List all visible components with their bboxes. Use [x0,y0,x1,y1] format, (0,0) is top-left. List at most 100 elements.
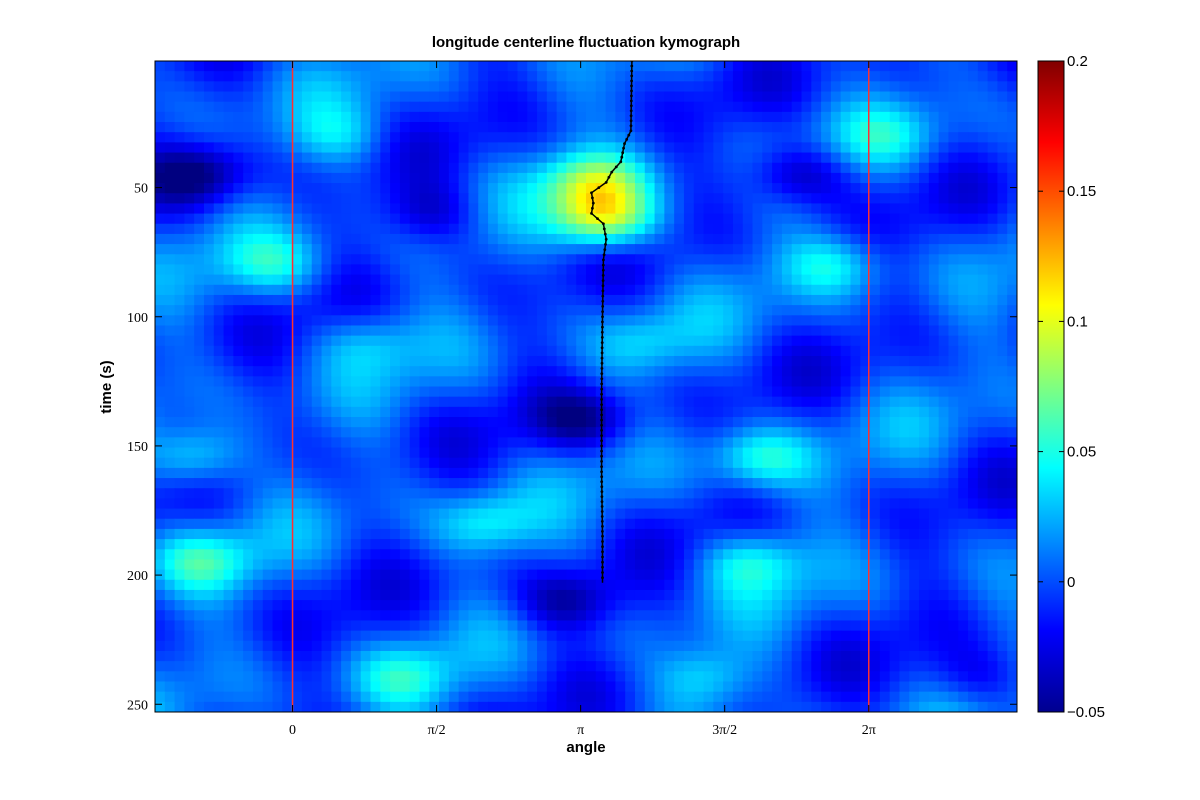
heatmap-cell [811,345,822,357]
heatmap-cell [674,447,685,459]
heatmap-cell [772,345,783,357]
heatmap-cell [203,417,215,428]
heatmap-cell [586,549,597,561]
heatmap-cell [889,355,901,367]
heatmap-cell [360,172,372,184]
heatmap-cell [723,600,734,611]
heatmap-cell [350,162,362,174]
heatmap-cell [703,406,714,418]
heatmap-cell [184,589,195,601]
heatmap-cell [654,396,665,408]
heatmap-cell [390,142,401,154]
heatmap-cell [713,91,724,103]
heatmap-cell [458,610,470,622]
heatmap-cell [233,101,244,113]
heatmap-cell [801,518,812,530]
heatmap-cell [840,61,852,72]
heatmap-cell [860,142,871,154]
heatmap-cell [164,498,176,510]
heatmap-cell [380,193,391,204]
heatmap-cell [380,213,391,225]
heatmap-cell [634,396,646,408]
heatmap-cell [958,325,969,337]
heatmap-cell [399,203,411,215]
heatmap-cell [350,355,362,367]
heatmap-cell [762,569,773,581]
heatmap-cell [928,549,940,561]
heatmap-cell [781,345,793,357]
heatmap-cell [478,254,489,266]
heatmap-cell [399,274,411,286]
heatmap-cell [732,579,744,591]
heatmap-cell [507,620,519,632]
heatmap-cell [909,81,920,93]
heatmap-cell [537,111,548,123]
heatmap-cell [732,518,744,530]
heatmap-cell [693,244,705,255]
heatmap-cell [899,101,910,113]
heatmap-cell [958,376,969,388]
heatmap-cell [664,81,675,93]
heatmap-cell [448,355,460,367]
heatmap-cell [811,172,822,184]
heatmap-cell [762,417,773,428]
heatmap-cell [380,244,391,255]
heatmap-cell [664,406,675,418]
heatmap-cell [546,345,558,357]
heatmap-cell [507,396,519,408]
heatmap-cell [595,152,607,164]
heatmap-cell [605,101,616,113]
heatmap-cell [380,203,391,215]
heatmap-cell [997,274,1008,286]
heatmap-cell [488,518,499,530]
heatmap-cell [948,508,959,520]
heatmap-cell [683,345,695,357]
heatmap-cell [870,61,881,72]
heatmap-cell [860,172,871,184]
heatmap-cell [223,244,234,255]
heatmap-cell [321,366,332,377]
heatmap-cell [517,620,528,632]
heatmap-cell [546,488,558,499]
heatmap-cell [341,630,352,642]
heatmap-cell [174,488,185,499]
heatmap-cell [546,254,558,266]
heatmap-cell [801,579,812,591]
heatmap-cell [811,539,822,550]
heatmap-cell [497,437,509,449]
heatmap-cell [566,528,577,540]
heatmap-cell [948,294,959,306]
heatmap-cell [821,355,832,367]
heatmap-cell [576,600,587,611]
heatmap-cell [439,122,450,133]
heatmap-cell [390,325,401,337]
heatmap-cell [223,427,234,438]
heatmap-cell [517,508,528,520]
heatmap-cell [683,417,695,428]
heatmap-cell [899,549,910,561]
heatmap-cell [781,508,793,520]
heatmap-cell [439,376,450,388]
heatmap-cell [478,579,489,591]
heatmap-cell [497,193,509,204]
heatmap-cell [919,457,930,469]
heatmap-cell [370,528,381,540]
heatmap-cell [840,193,852,204]
heatmap-cell [497,213,509,225]
heatmap-cell [801,559,812,571]
heatmap-cell [164,589,176,601]
heatmap-cell [781,539,793,550]
heatmap-cell [977,294,989,306]
heatmap-cell [233,91,244,103]
heatmap-cell [458,518,470,530]
heatmap-cell [468,183,479,194]
heatmap-cell [703,488,714,499]
heatmap-cell [576,569,587,581]
heatmap-cell [370,213,381,225]
heatmap-cell [507,132,519,143]
heatmap-cell [301,355,313,367]
heatmap-cell [194,355,205,367]
heatmap-cell [488,305,499,316]
heatmap-cell [781,630,793,642]
